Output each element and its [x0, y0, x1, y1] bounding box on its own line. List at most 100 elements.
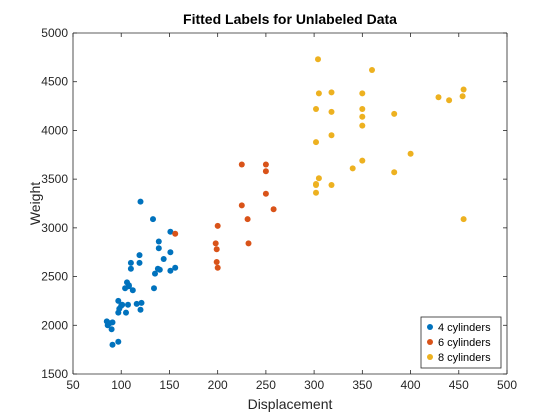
x-tick-label: 150 [159, 378, 179, 392]
data-point-series-1 [119, 301, 126, 308]
data-point-series-2 [238, 202, 245, 209]
data-point-series-1 [137, 306, 144, 313]
data-point-series-2 [245, 240, 252, 247]
data-point-series-1 [125, 283, 132, 290]
y-tick-label: 2500 [41, 270, 68, 284]
data-point-series-2 [213, 259, 220, 265]
legend-entry-label: 8 cylinders [438, 352, 491, 364]
legend-marker [427, 324, 433, 330]
data-point-series-1 [136, 252, 143, 259]
data-point-series-2 [262, 168, 269, 175]
data-point-series-3 [315, 175, 322, 182]
data-point-series-2 [172, 230, 179, 237]
data-point-series-3 [459, 93, 466, 100]
data-point-series-3 [315, 56, 321, 63]
data-point-series-3 [315, 90, 322, 97]
data-point-series-3 [313, 181, 319, 187]
data-point-series-2 [262, 190, 269, 197]
data-point-series-3 [349, 165, 356, 172]
data-point-series-1 [108, 326, 115, 333]
data-point-series-1 [123, 309, 129, 316]
data-point-series-3 [446, 97, 453, 104]
data-point-series-3 [328, 182, 335, 188]
data-point-series-3 [313, 189, 319, 196]
x-tick-label: 100 [111, 378, 131, 392]
data-point-series-3 [359, 122, 366, 129]
y-tick-label: 3500 [41, 172, 68, 186]
data-point-series-3 [313, 139, 319, 146]
data-point-series-1 [156, 266, 163, 273]
data-point-series-1 [172, 264, 179, 271]
legend-entry-label: 6 cylinders [438, 337, 491, 349]
data-point-series-1 [109, 319, 116, 326]
data-point-series-1 [155, 238, 162, 245]
data-point-series-2 [213, 246, 220, 253]
data-point-series-2 [262, 161, 269, 168]
y-tick-label: 5000 [41, 26, 68, 40]
x-tick-label: 350 [352, 378, 372, 392]
legend-box [420, 316, 502, 369]
data-point-series-1 [127, 265, 134, 272]
data-point-series-3 [328, 108, 335, 115]
data-point-series-3 [359, 113, 366, 120]
x-tick-label: 50 [66, 378, 80, 392]
data-point-series-1 [115, 297, 122, 304]
data-point-series-2 [214, 222, 221, 229]
data-point-series-3 [369, 67, 375, 73]
chart-title: Fitted Labels for Unlabeled Data [183, 11, 397, 27]
y-tick-label: 2000 [41, 318, 68, 332]
legend-marker [427, 339, 433, 345]
axes: 50 100 150 200 250 300 350 400 450 500 1500 2000 250… [41, 26, 517, 392]
y-tick-label: 4000 [41, 123, 68, 137]
data-point-series-1 [133, 300, 140, 307]
data-point-series-1 [151, 285, 157, 292]
data-point-series-3 [407, 150, 414, 157]
data-point-series-2 [244, 216, 251, 223]
data-point-series-1 [167, 249, 174, 256]
data-point-series-3 [460, 216, 467, 223]
data-points [103, 56, 467, 348]
y-tick-label: 1500 [41, 367, 68, 381]
data-point-series-3 [328, 132, 335, 139]
data-point-series-1 [129, 287, 136, 294]
x-tick-label: 500 [497, 378, 517, 392]
x-tick-label: 200 [208, 378, 228, 392]
x-tick-label: 400 [401, 378, 421, 392]
x-axis-label: Displacement [248, 396, 333, 412]
data-point-series-3 [359, 90, 366, 97]
data-point-series-1 [137, 198, 144, 205]
data-point-series-3 [313, 106, 319, 112]
data-point-series-1 [155, 245, 162, 252]
x-tick-label: 300 [304, 378, 324, 392]
data-point-series-3 [391, 169, 398, 176]
data-point-series-2 [270, 206, 277, 213]
data-point-series-1 [138, 299, 145, 306]
data-point-series-1 [160, 256, 167, 262]
y-axis-label: Weight [27, 182, 43, 225]
y-tick-label: 3000 [41, 221, 68, 235]
legend: 4 cylinders 6 cylinders 8 cylinders [420, 316, 502, 369]
data-point-series-3 [391, 110, 398, 117]
data-point-series-2 [214, 264, 221, 271]
data-point-series-3 [435, 94, 442, 101]
data-point-series-1 [152, 270, 158, 277]
data-point-series-1 [150, 216, 156, 223]
x-tick-label: 250 [256, 378, 276, 392]
data-point-series-1 [125, 301, 131, 308]
data-point-series-1 [127, 259, 134, 266]
data-point-series-1 [136, 259, 143, 266]
data-point-series-3 [359, 106, 366, 112]
data-point-series-2 [238, 161, 245, 168]
y-tick-label: 4500 [41, 75, 68, 89]
data-point-series-3 [328, 89, 335, 96]
legend-entry-label: 4 cylinders [438, 322, 491, 334]
data-point-series-1 [167, 228, 174, 235]
data-point-series-3 [359, 157, 366, 164]
legend-marker [427, 354, 433, 360]
data-point-series-3 [460, 86, 467, 93]
data-point-series-1 [115, 338, 122, 345]
x-tick-label: 450 [449, 378, 469, 392]
data-point-series-1 [109, 341, 116, 348]
data-point-series-1 [167, 267, 174, 274]
